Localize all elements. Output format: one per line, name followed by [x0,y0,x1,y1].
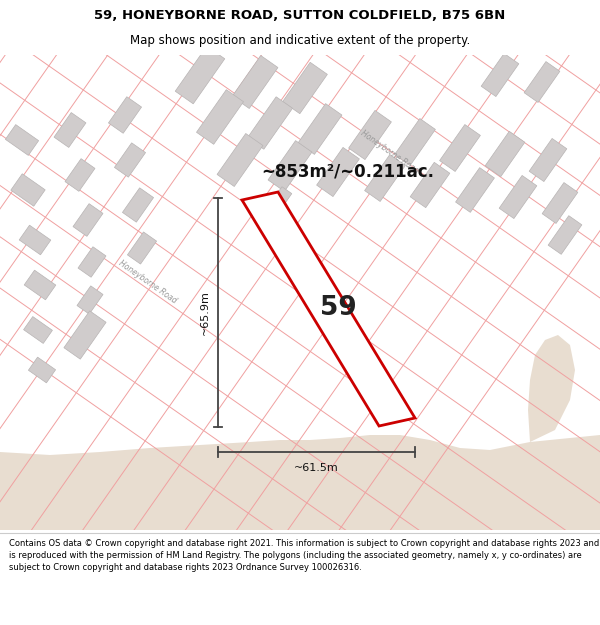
Text: Map shows position and indicative extent of the property.: Map shows position and indicative extent… [130,34,470,48]
Polygon shape [217,134,263,186]
Polygon shape [77,286,103,314]
Polygon shape [78,247,106,278]
Polygon shape [349,111,391,159]
Polygon shape [175,46,225,104]
Text: Honeyborne Road: Honeyborne Road [118,259,179,306]
Polygon shape [247,97,293,149]
Polygon shape [64,311,106,359]
Polygon shape [395,119,436,166]
Polygon shape [268,187,292,213]
Polygon shape [528,335,575,442]
Polygon shape [122,188,154,222]
Polygon shape [440,124,481,171]
Polygon shape [232,56,278,109]
Polygon shape [529,139,567,181]
Text: ~61.5m: ~61.5m [294,463,339,473]
Polygon shape [73,204,103,236]
Text: 59: 59 [320,295,356,321]
Polygon shape [109,97,142,133]
Polygon shape [298,104,342,154]
Polygon shape [317,148,359,197]
Polygon shape [115,143,146,177]
Polygon shape [485,131,525,177]
Polygon shape [410,162,450,208]
Text: ~853m²/~0.211ac.: ~853m²/~0.211ac. [262,163,434,181]
Polygon shape [0,435,600,530]
Polygon shape [196,89,244,144]
Polygon shape [268,141,312,191]
Polygon shape [28,357,56,383]
Polygon shape [5,124,38,156]
Polygon shape [242,192,415,426]
Text: Honeyborne Road: Honeyborne Road [359,129,421,176]
Polygon shape [19,225,51,255]
Text: Contains OS data © Crown copyright and database right 2021. This information is : Contains OS data © Crown copyright and d… [9,539,599,572]
Text: ~65.9m: ~65.9m [200,290,210,335]
Polygon shape [524,61,560,102]
Polygon shape [481,54,519,96]
Polygon shape [542,182,578,224]
Polygon shape [11,174,45,206]
Polygon shape [283,62,328,114]
Polygon shape [24,270,56,300]
Polygon shape [548,216,582,254]
Text: 59, HONEYBORNE ROAD, SUTTON COLDFIELD, B75 6BN: 59, HONEYBORNE ROAD, SUTTON COLDFIELD, B… [94,9,506,22]
Polygon shape [455,168,494,212]
Polygon shape [365,154,406,201]
Polygon shape [54,112,86,148]
Polygon shape [127,232,157,264]
Polygon shape [499,176,537,219]
Polygon shape [23,317,52,343]
Polygon shape [65,159,95,191]
